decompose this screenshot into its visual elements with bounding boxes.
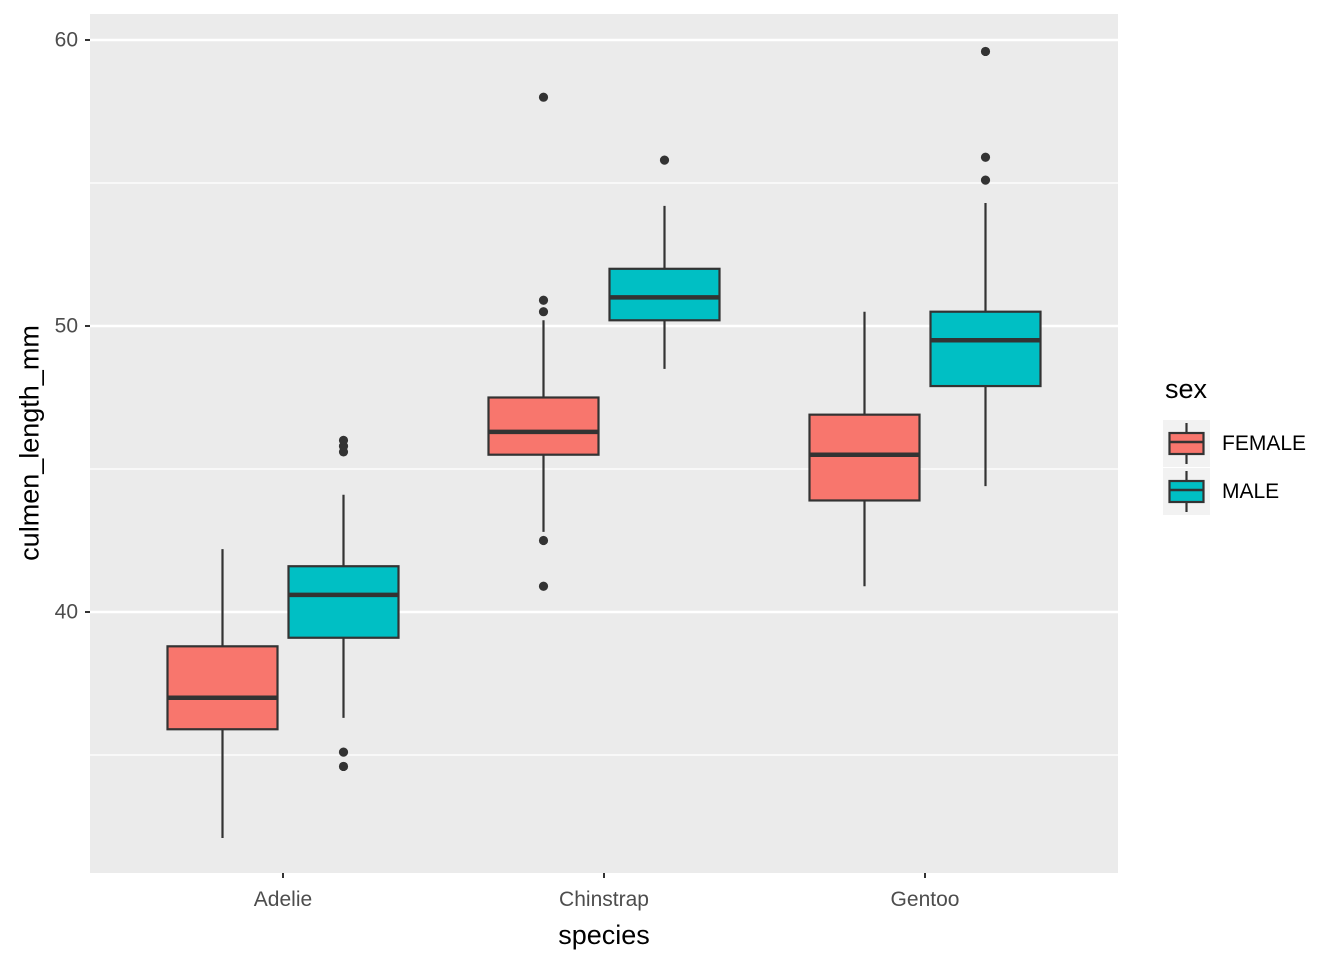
iqr-box	[929, 310, 1042, 388]
iqr-box	[808, 413, 921, 502]
boxplot-chinstrap-male	[608, 155, 721, 369]
legend-entry-female: FEMALE	[1163, 419, 1306, 467]
outlier-point	[980, 175, 991, 185]
outlier-point	[538, 92, 549, 102]
legend-label-male: MALE	[1222, 479, 1280, 503]
outlier-point	[659, 155, 670, 165]
boxplot-gentoo-female	[808, 311, 921, 587]
legend-entry-male: MALE	[1163, 467, 1306, 515]
x-tick-label-chinstrap: Chinstrap	[559, 888, 649, 911]
outlier-point	[338, 435, 349, 445]
boxplot-key-icon-male	[1163, 467, 1210, 515]
boxplot-adelie-female	[166, 549, 279, 838]
y-tick-label-50: 50	[54, 314, 78, 338]
outlier-point	[980, 46, 991, 57]
iqr-box	[287, 565, 400, 639]
iqr-box	[608, 267, 721, 322]
boxplot-chinstrap-female	[487, 92, 600, 591]
y-tick-label-60: 60	[54, 28, 78, 52]
outlier-point	[538, 535, 549, 546]
outlier-point	[538, 295, 549, 305]
outlier-point	[980, 152, 991, 162]
iqr-box	[166, 645, 279, 731]
x-axis-title: species	[558, 920, 650, 950]
legend: sex FEMALE MALE	[1163, 376, 1306, 515]
outlier-point	[538, 307, 549, 317]
plot-panel	[90, 14, 1118, 873]
key-box	[1168, 431, 1205, 455]
key-box	[1168, 479, 1205, 503]
boxplot-adelie-male	[287, 435, 400, 772]
boxplot-gentoo-male	[929, 46, 1042, 487]
outlier-point	[338, 761, 349, 772]
iqr-box	[487, 396, 600, 456]
y-tick-label-40: 40	[54, 600, 78, 624]
y-axis-title: culmen_length_mm	[14, 325, 45, 561]
boxplot-key-icon-female	[1163, 419, 1210, 467]
x-tick-label-adelie: Adelie	[253, 888, 313, 911]
outlier-point	[338, 747, 349, 757]
x-tick-label-gentoo: Gentoo	[890, 888, 960, 911]
outlier-point	[538, 581, 549, 591]
legend-title: sex	[1165, 374, 1208, 404]
legend-label-female: FEMALE	[1222, 431, 1307, 455]
